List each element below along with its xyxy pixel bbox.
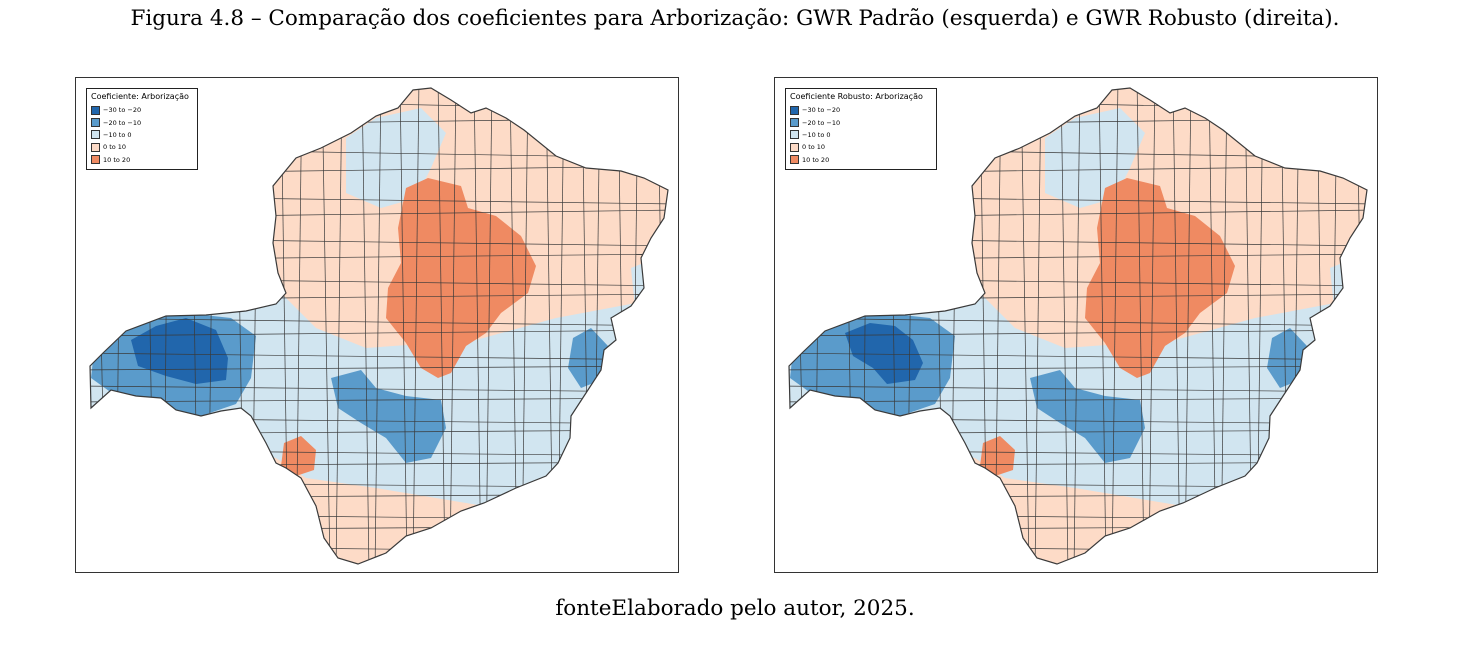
figure-source: fonteElaborado pelo autor, 2025.: [555, 596, 915, 621]
legend-left: Coeficiente: Arborização −30 to −20 −20 …: [86, 88, 198, 170]
legend-label: 0 to 10: [802, 143, 826, 152]
legend-item: −20 to −10: [790, 116, 932, 128]
legend-item: −20 to −10: [91, 116, 193, 128]
figure-caption: Figura 4.8 – Comparação dos coeficientes…: [130, 6, 1340, 31]
legend-title: Coeficiente Robusto: Arborização: [790, 92, 923, 101]
legend-label: −10 to 0: [802, 130, 831, 139]
legend-item: −10 to 0: [790, 129, 932, 141]
legend-swatch: [790, 118, 799, 128]
choropleth-map-right: [788, 87, 1368, 565]
legend-label: 0 to 10: [103, 143, 127, 152]
legend-right: Coeficiente Robusto: Arborização −30 to …: [785, 88, 937, 170]
legend-label: −30 to −20: [802, 106, 841, 115]
legend-swatch: [91, 105, 100, 115]
legend-swatch: [790, 105, 799, 115]
map-panel-gwr-robusto: Coeficiente Robusto: Arborização −30 to …: [774, 77, 1378, 573]
legend-swatch: [790, 155, 799, 165]
legend-label: −30 to −20: [103, 106, 142, 115]
legend-swatch: [91, 118, 100, 128]
legend-swatch: [91, 142, 100, 152]
map-panel-gwr-padrao: Coeficiente: Arborização −30 to −20 −20 …: [75, 77, 679, 573]
legend-label: −20 to −10: [103, 118, 142, 127]
legend-label: −20 to −10: [802, 118, 841, 127]
legend-item: 10 to 20: [790, 154, 932, 166]
legend-item: 10 to 20: [91, 154, 193, 166]
legend-label: −10 to 0: [103, 130, 132, 139]
legend-swatch: [790, 142, 799, 152]
legend-title: Coeficiente: Arborização: [91, 92, 189, 101]
legend-item: −30 to −20: [91, 104, 193, 116]
legend-item: 0 to 10: [91, 141, 193, 153]
legend-label: 10 to 20: [802, 155, 830, 164]
legend-swatch: [91, 130, 100, 140]
legend-item: −30 to −20: [790, 104, 932, 116]
legend-swatch: [790, 130, 799, 140]
legend-item: −10 to 0: [91, 129, 193, 141]
legend-label: 10 to 20: [103, 155, 131, 164]
legend-swatch: [91, 155, 100, 165]
legend-item: 0 to 10: [790, 141, 932, 153]
choropleth-map-left: [89, 87, 669, 565]
